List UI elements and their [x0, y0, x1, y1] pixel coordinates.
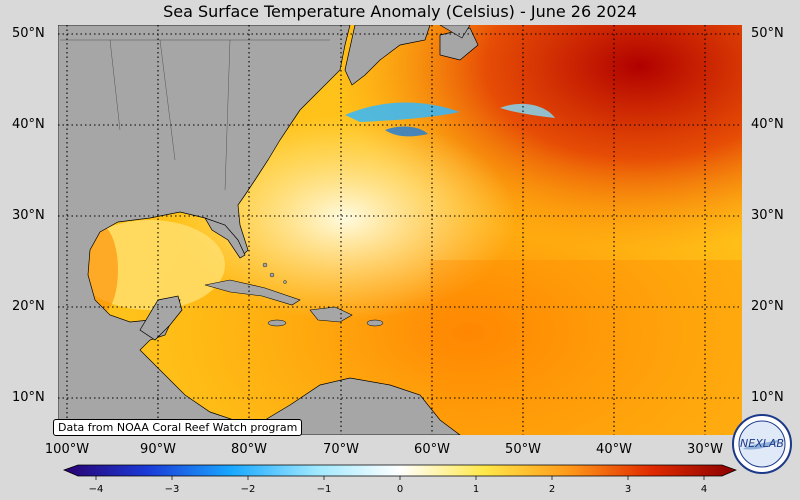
lat-label-left: 30°N	[12, 208, 45, 223]
lon-label: 60°W	[414, 442, 450, 457]
colorbar-tick: −1	[316, 484, 332, 495]
colorbar-tick: 4	[700, 484, 708, 495]
land-north-america	[58, 25, 351, 435]
colorbar-tick: 0	[396, 484, 404, 495]
land-south-america	[254, 377, 461, 435]
colorbar-tick: −4	[88, 484, 104, 495]
lat-label-left: 10°N	[12, 390, 45, 405]
colorbar-tick: 1	[472, 484, 480, 495]
colorbar-tick: 3	[624, 484, 632, 495]
lat-label-right: 30°N	[751, 208, 784, 223]
graticule	[58, 25, 742, 435]
lon-label: 30°W	[687, 442, 723, 457]
land-cuba	[204, 279, 301, 306]
nexlab-logo: NEXLAB	[732, 414, 792, 474]
colorbar-tick: −3	[164, 484, 180, 495]
lat-label-right: 10°N	[751, 390, 784, 405]
colorbar-tick: 2	[548, 484, 556, 495]
map-title: Sea Surface Temperature Anomaly (Celsius…	[163, 2, 637, 21]
lat-label-left: 40°N	[12, 117, 45, 132]
cold-anomaly-streak	[345, 102, 460, 122]
lat-label-right: 20°N	[751, 299, 784, 314]
logo-text: NEXLAB	[740, 437, 784, 450]
colorbar-tick: −2	[240, 484, 256, 495]
lon-label: 70°W	[323, 442, 359, 457]
lon-label: 80°W	[231, 442, 267, 457]
lat-label-left: 50°N	[12, 26, 45, 41]
lat-label-left: 20°N	[12, 299, 45, 314]
lon-label: 100°W	[44, 442, 90, 457]
lat-label-right: 40°N	[751, 117, 784, 132]
lon-label: 50°W	[505, 442, 541, 457]
colorbar	[63, 464, 737, 480]
lon-label: 40°W	[596, 442, 632, 457]
lon-label: 90°W	[140, 442, 176, 457]
lat-label-right: 50°N	[751, 26, 784, 41]
data-credit: Data from NOAA Coral Reef Watch program	[53, 419, 303, 436]
